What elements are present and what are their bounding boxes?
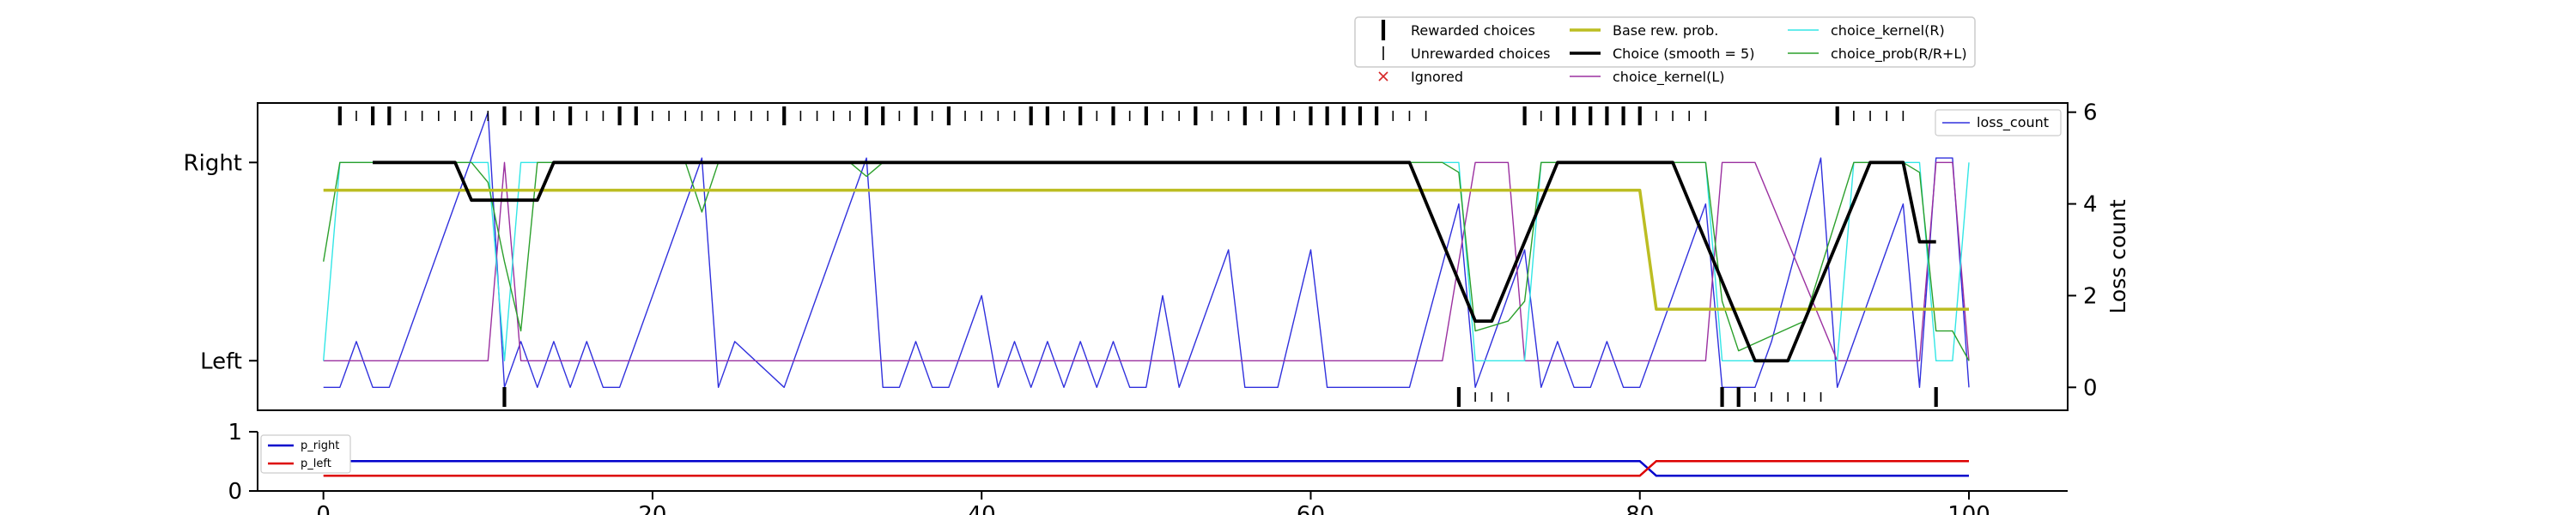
legend-entry: choice_kernel(L) [1570,69,1724,86]
y-tick-label-left: Left [200,348,242,374]
bottom-x-tick-label: 40 [968,502,996,515]
legend-entry: choice_prob(R/R+L) [1788,45,1967,63]
legend-label: Choice (smooth = 5) [1613,45,1754,62]
series-p-left [323,459,1969,477]
loss-count-legend: loss_count [1935,109,2062,136]
legend-label: choice_prob(R/R+L) [1831,45,1967,63]
legend-marker-ignored [1378,71,1388,82]
bottom-y-tick-label: 0 [228,479,242,505]
main-plot: Left Right 0 2 4 6 Loss count loss_count [184,100,2130,411]
legend-label: choice_kernel(R) [1831,22,1945,39]
legend-label-loss-count: loss_count [1977,114,2049,131]
legend-entry: Rewarded choices [1381,20,1535,40]
series-choice-smooth [373,161,1936,363]
legend-label: choice_kernel(L) [1613,69,1724,86]
legend-entry: Base rew. prob. [1570,22,1718,39]
legend-label: Rewarded choices [1411,22,1535,39]
bottom-x-tick-label: 0 [316,502,331,515]
series-loss-count [323,111,1970,388]
right-axis-label: Loss count [2105,199,2130,314]
legend-label-p-left: p_left [301,457,331,470]
bottom-x-tick-label: 20 [638,502,666,515]
bottom-plot: 010 20 40 60 80 100 p_right p_left [228,420,2068,515]
legend-label: Ignored [1411,69,1463,85]
y-tick-label-right: 2 [2083,283,2098,309]
legend-entry: Unrewarded choices [1382,45,1551,62]
bottom-x-tick-label: 80 [1625,502,1654,515]
legend-entry: Choice (smooth = 5) [1570,45,1754,62]
bottom-legend: p_right p_left [260,434,351,474]
y-tick-label-right: 4 [2083,192,2098,218]
y-tick-label-left: Right [184,150,242,176]
bottom-y-tick-label: 1 [228,420,242,445]
legend-entry: Ignored [1378,69,1463,85]
bottom-x-tick-label: 100 [1947,502,1990,515]
legend-label: Unrewarded choices [1411,45,1551,62]
legend-label: Base rew. prob. [1613,22,1718,39]
bottom-x-tick-label: 60 [1297,502,1325,515]
series-choice-kernel-left [323,161,1970,361]
top-legend: Rewarded choices Unrewarded choices Ignore… [1354,16,1976,86]
legend-entry: choice_kernel(R) [1788,22,1945,39]
y-tick-label-right: 0 [2083,375,2098,401]
series-base-rew-prob [323,188,1969,311]
legend-label-p-right: p_right [301,439,339,452]
y-tick-label-right: 6 [2083,100,2098,126]
main-plot-frame [257,102,2069,411]
